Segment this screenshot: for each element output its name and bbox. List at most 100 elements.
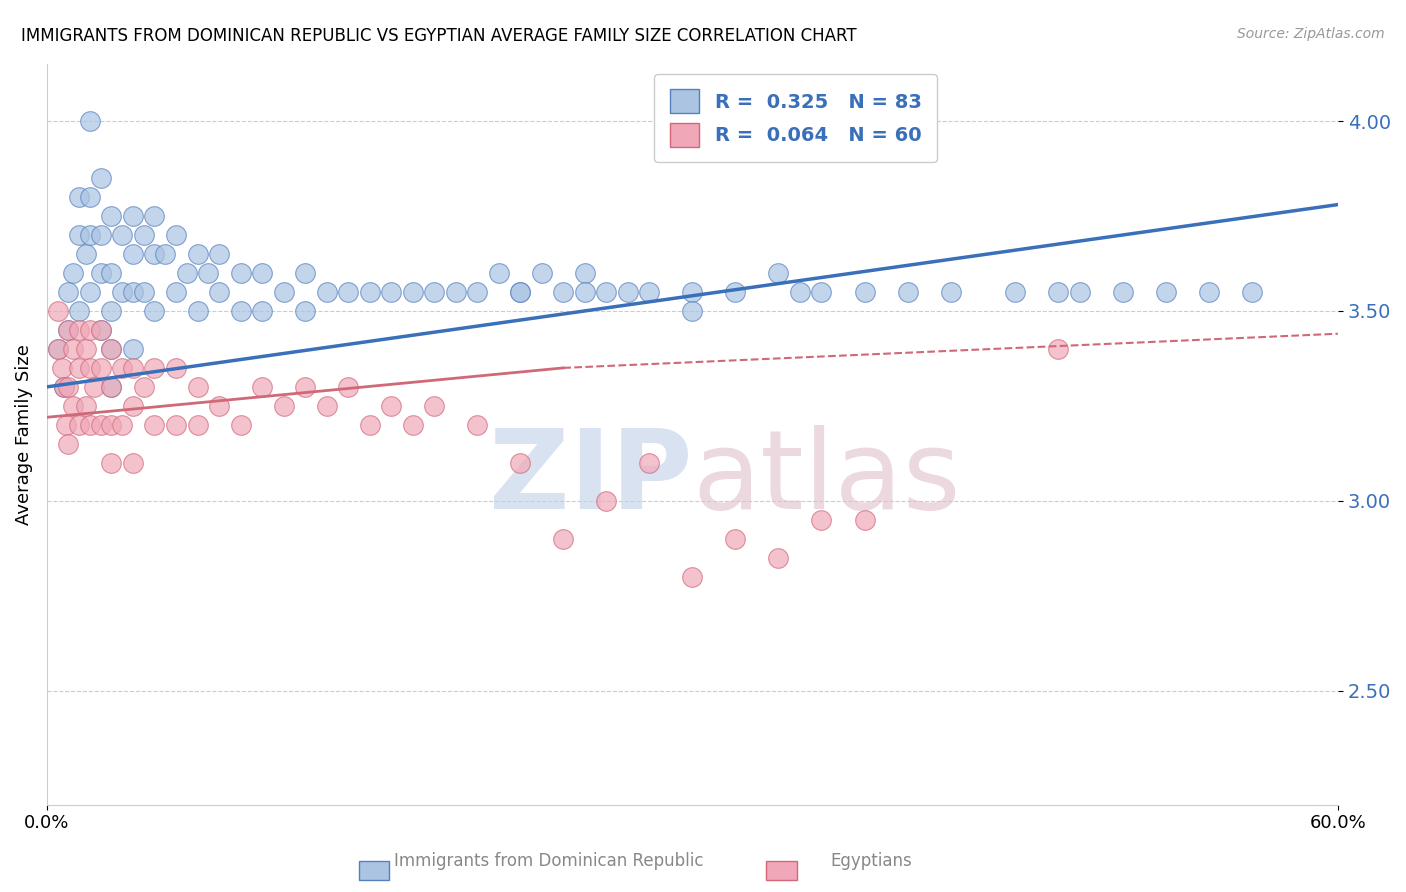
Point xyxy=(380,399,402,413)
Point xyxy=(853,285,876,299)
Point xyxy=(595,493,617,508)
Point xyxy=(768,266,790,280)
Point xyxy=(294,266,316,280)
Point xyxy=(75,247,97,261)
Point xyxy=(208,285,231,299)
Point xyxy=(294,304,316,318)
Point xyxy=(229,417,252,432)
Point xyxy=(62,342,84,356)
Point xyxy=(229,304,252,318)
Point xyxy=(58,285,80,299)
FancyBboxPatch shape xyxy=(359,861,389,880)
Point xyxy=(53,380,76,394)
Point xyxy=(768,550,790,565)
Point xyxy=(79,285,101,299)
Point xyxy=(90,266,112,280)
Point xyxy=(1112,285,1135,299)
Point xyxy=(143,417,166,432)
Point xyxy=(111,285,134,299)
Point xyxy=(79,114,101,128)
Point xyxy=(574,266,596,280)
Point xyxy=(75,399,97,413)
Point xyxy=(58,380,80,394)
Point xyxy=(122,247,145,261)
Point xyxy=(250,304,273,318)
Point xyxy=(273,399,295,413)
Point xyxy=(122,399,145,413)
Point xyxy=(810,285,832,299)
Point xyxy=(90,360,112,375)
Point xyxy=(423,399,446,413)
Point xyxy=(100,380,122,394)
Point xyxy=(250,380,273,394)
Point xyxy=(197,266,219,280)
Point xyxy=(509,285,531,299)
Point xyxy=(853,513,876,527)
Point xyxy=(46,304,69,318)
Point xyxy=(681,570,703,584)
Point xyxy=(681,285,703,299)
Point xyxy=(90,323,112,337)
Point xyxy=(132,380,155,394)
Point xyxy=(67,417,90,432)
Point xyxy=(111,417,134,432)
Point xyxy=(444,285,467,299)
Point xyxy=(79,360,101,375)
Point xyxy=(294,380,316,394)
Point xyxy=(79,190,101,204)
Point xyxy=(208,399,231,413)
Point xyxy=(638,285,661,299)
Point xyxy=(46,342,69,356)
Point xyxy=(165,285,187,299)
Point xyxy=(100,304,122,318)
Point xyxy=(122,342,145,356)
Point xyxy=(100,342,122,356)
Point xyxy=(638,456,661,470)
Y-axis label: Average Family Size: Average Family Size xyxy=(15,344,32,524)
Point xyxy=(100,417,122,432)
Point xyxy=(58,323,80,337)
Text: ZIP: ZIP xyxy=(489,425,692,533)
Point xyxy=(67,190,90,204)
Point xyxy=(315,285,337,299)
FancyBboxPatch shape xyxy=(766,861,797,880)
Point xyxy=(67,323,90,337)
Point xyxy=(186,247,208,261)
Point xyxy=(111,227,134,242)
Point xyxy=(67,360,90,375)
Point xyxy=(58,437,80,451)
Point xyxy=(67,304,90,318)
Point xyxy=(165,360,187,375)
Point xyxy=(62,266,84,280)
Legend: R =  0.325   N = 83, R =  0.064   N = 60: R = 0.325 N = 83, R = 0.064 N = 60 xyxy=(654,74,936,162)
Point xyxy=(122,209,145,223)
Point xyxy=(337,285,360,299)
Point xyxy=(79,323,101,337)
Point xyxy=(939,285,962,299)
Point xyxy=(51,360,73,375)
Point xyxy=(176,266,198,280)
Point xyxy=(724,285,747,299)
Point xyxy=(143,247,166,261)
Point xyxy=(1047,285,1070,299)
Point xyxy=(58,323,80,337)
Point xyxy=(724,532,747,546)
Point xyxy=(337,380,360,394)
Point xyxy=(90,171,112,186)
Point xyxy=(509,456,531,470)
Point xyxy=(1047,342,1070,356)
Point xyxy=(553,285,575,299)
Point xyxy=(100,380,122,394)
Point xyxy=(1069,285,1091,299)
Point xyxy=(359,285,381,299)
Point xyxy=(100,342,122,356)
Point xyxy=(315,399,337,413)
Point xyxy=(155,247,177,261)
Point xyxy=(186,304,208,318)
Point xyxy=(67,227,90,242)
Point xyxy=(553,532,575,546)
Point xyxy=(1154,285,1177,299)
Point xyxy=(186,380,208,394)
Point xyxy=(530,266,553,280)
Point xyxy=(617,285,640,299)
